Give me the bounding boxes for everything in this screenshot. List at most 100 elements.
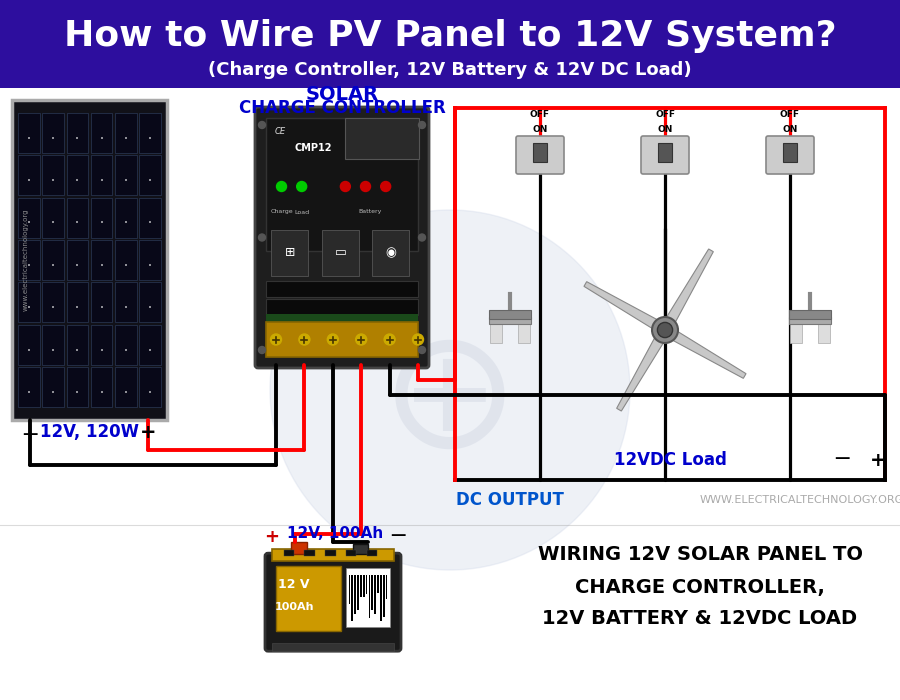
Text: www.electricaltechnology.org: www.electricaltechnology.org <box>22 209 29 312</box>
Bar <box>783 143 796 162</box>
Bar <box>115 240 137 280</box>
FancyBboxPatch shape <box>255 107 429 368</box>
Text: 100Ah: 100Ah <box>274 602 314 612</box>
Bar <box>140 283 161 323</box>
Bar <box>490 316 531 324</box>
Text: Battery: Battery <box>359 209 382 214</box>
Bar <box>346 568 391 627</box>
Text: +: + <box>869 451 886 470</box>
Text: CMP12: CMP12 <box>294 143 332 153</box>
Circle shape <box>418 234 426 241</box>
Circle shape <box>297 181 307 192</box>
Bar <box>272 230 309 276</box>
Bar <box>377 575 379 594</box>
Bar <box>353 545 368 554</box>
Bar <box>42 368 64 407</box>
Text: WIRING 12V SOLAR PANEL TO: WIRING 12V SOLAR PANEL TO <box>537 545 862 564</box>
FancyBboxPatch shape <box>516 136 564 174</box>
Bar <box>18 368 40 407</box>
Circle shape <box>652 317 678 343</box>
Bar <box>140 155 161 195</box>
Bar <box>292 542 307 554</box>
Bar <box>348 575 350 604</box>
Bar <box>42 240 64 280</box>
FancyBboxPatch shape <box>766 136 814 174</box>
Bar <box>352 575 353 621</box>
Text: ▭: ▭ <box>335 246 346 259</box>
Bar <box>91 325 112 365</box>
Text: 12V, 100Ah: 12V, 100Ah <box>287 526 383 540</box>
Bar <box>372 575 374 610</box>
Bar <box>789 316 831 324</box>
Circle shape <box>276 181 286 192</box>
Bar <box>380 575 382 622</box>
Bar <box>140 325 161 365</box>
Bar <box>0 0 900 88</box>
Text: ON: ON <box>532 125 548 134</box>
Bar <box>91 155 112 195</box>
Text: How to Wire PV Panel to 12V System?: How to Wire PV Panel to 12V System? <box>64 19 836 53</box>
Circle shape <box>258 346 265 354</box>
Text: CHARGE CONTROLLER,: CHARGE CONTROLLER, <box>575 578 825 596</box>
Bar <box>42 197 64 237</box>
Bar <box>818 316 830 343</box>
Bar <box>115 197 137 237</box>
Bar <box>18 283 40 323</box>
Bar <box>369 575 370 618</box>
Circle shape <box>340 181 350 192</box>
Bar <box>42 283 64 323</box>
Bar <box>67 155 88 195</box>
Bar <box>91 240 112 280</box>
Circle shape <box>657 323 672 337</box>
FancyBboxPatch shape <box>12 100 167 420</box>
Bar <box>490 316 501 343</box>
Text: 12VDC Load: 12VDC Load <box>614 451 726 469</box>
Bar <box>534 143 546 162</box>
Bar <box>363 575 365 597</box>
Text: 12V BATTERY & 12VDC LOAD: 12V BATTERY & 12VDC LOAD <box>543 610 858 629</box>
Circle shape <box>258 122 265 129</box>
Text: ⊕: ⊕ <box>380 318 520 482</box>
Bar <box>18 325 40 365</box>
Text: OFF: OFF <box>530 110 550 119</box>
Bar <box>115 368 137 407</box>
Text: ─: ─ <box>23 426 37 446</box>
Circle shape <box>270 210 630 570</box>
Text: ◉: ◉ <box>385 246 396 259</box>
Bar <box>357 575 359 610</box>
Text: Load: Load <box>294 209 310 214</box>
Bar <box>91 113 112 153</box>
Circle shape <box>258 234 265 241</box>
Circle shape <box>328 334 338 345</box>
Bar <box>266 322 418 357</box>
Circle shape <box>356 334 366 345</box>
Bar <box>140 240 161 280</box>
Bar <box>518 316 530 343</box>
Bar <box>67 283 88 323</box>
FancyBboxPatch shape <box>265 553 401 651</box>
Bar <box>67 240 88 280</box>
Text: CE: CE <box>274 127 285 136</box>
Circle shape <box>381 181 391 192</box>
Text: ⊞: ⊞ <box>284 246 295 259</box>
Bar <box>42 325 64 365</box>
Circle shape <box>418 346 426 354</box>
Text: OFF: OFF <box>655 110 675 119</box>
Bar <box>382 575 384 617</box>
Bar <box>115 325 137 365</box>
Bar <box>325 550 336 556</box>
Text: ON: ON <box>657 125 672 134</box>
Bar <box>346 118 419 159</box>
Polygon shape <box>662 326 746 378</box>
Bar <box>67 368 88 407</box>
Bar <box>490 310 531 319</box>
Bar <box>115 155 137 195</box>
Text: OFF: OFF <box>780 110 800 119</box>
Circle shape <box>361 181 371 192</box>
Bar <box>373 230 410 276</box>
Bar <box>115 113 137 153</box>
Bar <box>275 566 341 631</box>
FancyBboxPatch shape <box>641 136 689 174</box>
Circle shape <box>384 334 395 345</box>
Bar <box>386 575 388 599</box>
